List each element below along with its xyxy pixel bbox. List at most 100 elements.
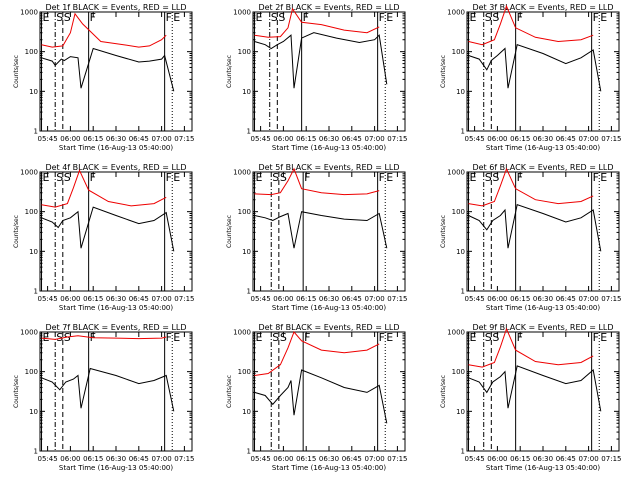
y-axis-label: Counts/sec [226,215,233,248]
marker-label: F [304,171,310,184]
x-tick-label: 07:15 [601,135,621,143]
lld-series-line [468,4,594,46]
x-tick-label: 07:15 [387,455,407,463]
y-tick-label: 100 [25,368,38,376]
marker-label: S [56,171,63,184]
x-tick-label: 06:30 [106,135,126,143]
marker-label: F [303,11,309,24]
panel-title: Det 5f BLACK = Events, RED = LLD [258,163,399,172]
events-series-line [41,206,175,252]
events-series-line [41,47,175,92]
marker-label: S [485,331,492,344]
x-tick-label: 07:00 [579,135,599,143]
panel-9: Det 9f BLACK = Events, RED = LLD 1 10 100 10… [440,323,621,472]
x-tick-label: 06:15 [510,135,530,143]
x-tick-label: 05:45 [465,455,485,463]
x-tick-label: 06:30 [319,135,339,143]
x-axis-label: Start Time (16-Aug-13 05:40:00) [486,464,600,472]
lld-series-line [254,167,380,196]
x-tick-label: 05:45 [251,295,271,303]
x-tick-label: 07:15 [174,135,194,143]
y-tick-label: 100 [238,368,251,376]
x-axis-label: Start Time (16-Aug-13 05:40:00) [59,304,173,312]
events-series-line [254,211,388,249]
panel-title: Det 8f BLACK = Events, RED = LLD [258,323,399,332]
x-tick-label: 06:00 [60,135,80,143]
x-tick-label: 07:00 [152,295,172,303]
lld-series-line [254,331,380,376]
marker-label: E [43,11,50,24]
lld-series-line [41,169,167,208]
marker-label: E [256,11,263,24]
marker-label: E [173,11,180,24]
panel-8: Det 8f BLACK = Events, RED = LLD 1 10 100 10… [226,323,407,472]
x-tick-label: 05:45 [38,295,58,303]
y-tick-label: 1 [34,288,38,296]
marker-label: E [386,11,393,24]
plot-frame [252,171,406,292]
y-tick-label: 10 [29,408,38,416]
x-tick-label: 07:15 [387,295,407,303]
marker-label: S [64,171,71,184]
x-axis-label: Start Time (16-Aug-13 05:40:00) [59,464,173,472]
marker-label: E [173,171,180,184]
marker-label: E [470,331,477,344]
marker-label: F [517,11,523,24]
x-tick-label: 07:15 [174,295,194,303]
marker-label: E [386,331,393,344]
y-tick-label: 1 [34,128,38,136]
marker-label: E [43,331,50,344]
x-tick-label: 07:00 [365,295,385,303]
marker-label: E [470,171,477,184]
marker-label: E [256,171,263,184]
events-series-line [468,204,602,252]
marker-label: S [492,171,499,184]
panel-7: Det 7f BLACK = Events, RED = LLD 1 10 100 10… [13,323,194,472]
y-tick-label: 10 [456,408,465,416]
x-tick-label: 06:30 [106,455,126,463]
marker-label: E [43,171,50,184]
x-tick-label: 06:45 [556,295,576,303]
y-tick-label: 100 [25,208,38,216]
marker-label: F [593,11,599,24]
x-tick-label: 07:00 [152,455,172,463]
plot-frame [252,11,406,132]
x-tick-label: 06:30 [533,455,553,463]
x-tick-label: 06:00 [273,455,293,463]
y-axis-label: Counts/sec [226,375,233,408]
y-tick-label: 10 [29,88,38,96]
panel-4: Det 4f BLACK = Events, RED = LLD 1 10 100 10… [13,163,194,312]
x-tick-label: 06:45 [556,455,576,463]
y-axis-label: Counts/sec [13,375,20,408]
x-tick-label: 06:45 [129,455,149,463]
plot-frame [252,331,406,452]
x-tick-label: 06:00 [487,295,507,303]
x-axis-label: Start Time (16-Aug-13 05:40:00) [486,304,600,312]
x-tick-label: 06:45 [342,455,362,463]
marker-label: F [379,171,385,184]
y-axis-label: Counts/sec [226,55,233,88]
panel-title: Det 4f BLACK = Events, RED = LLD [45,163,186,172]
y-axis-label: Counts/sec [13,215,20,248]
y-axis-label: Counts/sec [440,375,447,408]
y-tick-label: 1 [247,288,251,296]
marker-label: S [271,11,278,24]
marker-label: S [280,171,287,184]
panel-title: Det 9f BLACK = Events, RED = LLD [472,323,613,332]
events-series-line [468,365,602,412]
x-tick-label: 07:15 [387,135,407,143]
plot-frame [466,171,620,292]
x-tick-label: 06:15 [83,455,103,463]
y-axis-label: Counts/sec [440,55,447,88]
x-tick-label: 06:15 [83,135,103,143]
x-tick-label: 07:00 [152,135,172,143]
x-tick-label: 06:30 [533,135,553,143]
events-series-line [41,367,175,412]
panel-1: Det 1f BLACK = Events, RED = LLD 1 10 100 10… [13,3,194,152]
x-tick-label: 07:00 [579,455,599,463]
y-tick-label: 10 [242,88,251,96]
x-tick-label: 07:15 [174,455,194,463]
x-tick-label: 06:15 [83,295,103,303]
y-tick-label: 100 [452,368,465,376]
marker-label: E [256,331,263,344]
